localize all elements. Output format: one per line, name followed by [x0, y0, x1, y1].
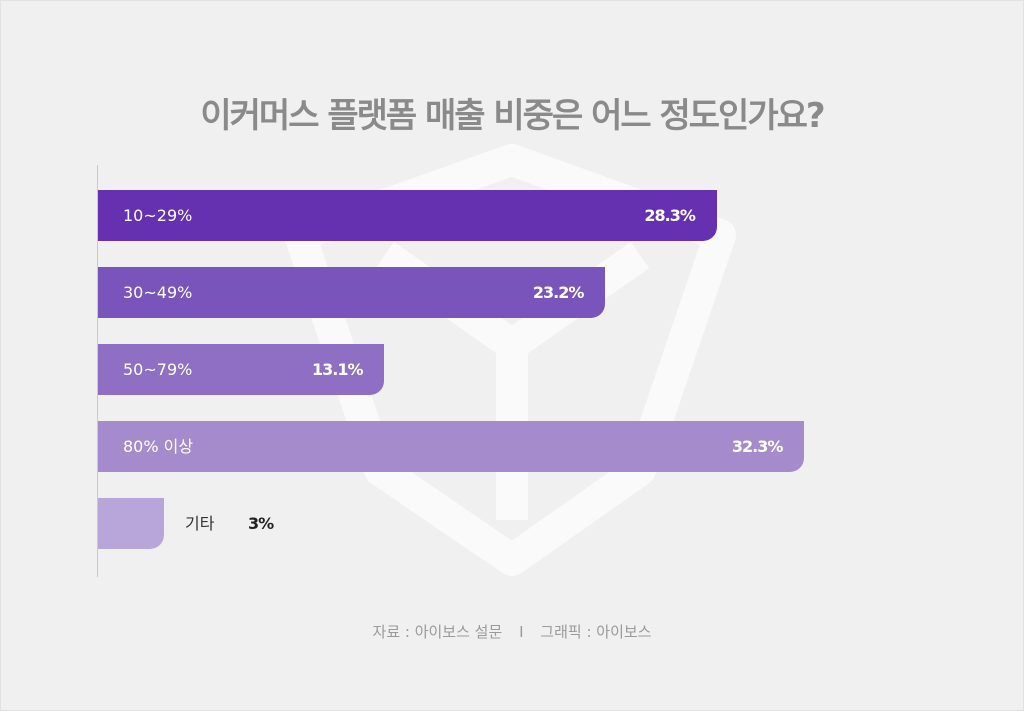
bar [98, 344, 385, 395]
chart-title: 이커머스 플랫폼 매출 비중은 어느 정도인가요? [200, 96, 825, 136]
value-label: 23.2% [532, 283, 585, 302]
value-label: 32.3% [731, 437, 784, 456]
graphic-credit: 그래픽 : 아이보스 [540, 623, 652, 641]
category-label: 80% 이상 [123, 437, 194, 456]
bar [98, 498, 164, 549]
y-axis-line [97, 165, 98, 577]
bar [98, 190, 717, 241]
value-label: 3% [248, 514, 274, 533]
separator: I [519, 623, 524, 641]
category-label: 10~29% [123, 206, 193, 225]
value-label: 28.3% [644, 206, 696, 225]
chart-source: 자료 : 아이보스 설문 I 그래픽 : 아이보스 [0, 621, 1024, 642]
value-label: 13.1% [311, 360, 364, 379]
category-label: 50~79% [123, 360, 193, 379]
bar [98, 267, 606, 318]
category-label: 30~49% [123, 283, 193, 302]
bar [98, 421, 805, 472]
source-text: 자료 : 아이보스 설문 [372, 623, 503, 641]
category-label: 기타 [185, 514, 215, 533]
